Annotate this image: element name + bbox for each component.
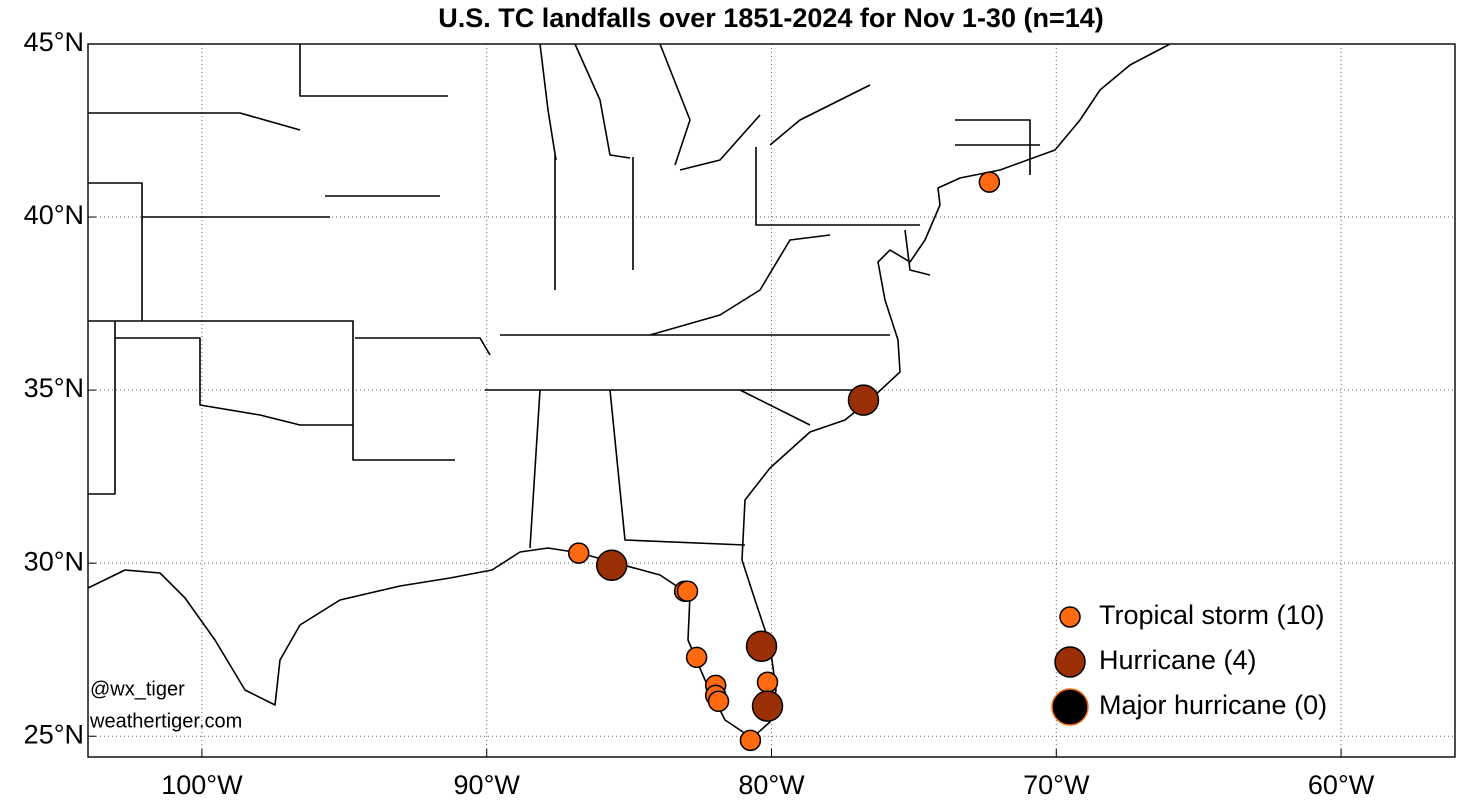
landfall-point <box>739 729 762 752</box>
markers <box>567 171 1001 752</box>
state-borders <box>88 44 1040 549</box>
x-tick-label: 90°W <box>454 770 521 800</box>
landfall-point <box>685 646 708 669</box>
landfall-point <box>756 671 779 693</box>
y-tick-label: 25°N <box>24 719 84 749</box>
legend-marker <box>1054 646 1086 678</box>
landfall-point <box>751 690 784 722</box>
landfall-point <box>567 542 590 564</box>
y-tick-label: 40°N <box>24 200 84 230</box>
legend-marker <box>1059 606 1081 628</box>
landfall-point <box>745 630 778 662</box>
landfall-point <box>847 384 880 416</box>
landfall-point <box>676 580 699 602</box>
landfall-point <box>707 690 730 713</box>
legend-marker <box>1051 688 1089 726</box>
x-tick-label: 80°W <box>738 770 805 800</box>
y-tick-label: 35°N <box>24 373 84 403</box>
coastline <box>88 44 1171 739</box>
legend-label: Tropical storm (10) <box>1099 600 1325 630</box>
y-tick-label: 45°N <box>24 27 84 57</box>
annotation: weathertiger.com <box>89 710 242 732</box>
chart-title: U.S. TC landfalls over 1851-2024 for Nov… <box>438 3 1104 33</box>
legend: Tropical storm (10) Hurricane (4) Major hu… <box>1051 600 1327 726</box>
great-lakes <box>539 44 871 171</box>
map <box>88 44 1171 739</box>
annotation: @wx_tiger <box>90 678 185 700</box>
x-tick-label: 60°W <box>1308 770 1375 800</box>
landfall-point <box>978 171 1001 193</box>
landfall-point <box>595 549 628 582</box>
legend-label: Hurricane (4) <box>1099 645 1257 675</box>
y-tick-label: 30°N <box>24 546 84 576</box>
x-tick-label: 70°W <box>1023 770 1090 800</box>
legend-label: Major hurricane (0) <box>1099 690 1327 720</box>
grid <box>88 43 1455 757</box>
x-tick-label: 100°W <box>161 770 243 800</box>
